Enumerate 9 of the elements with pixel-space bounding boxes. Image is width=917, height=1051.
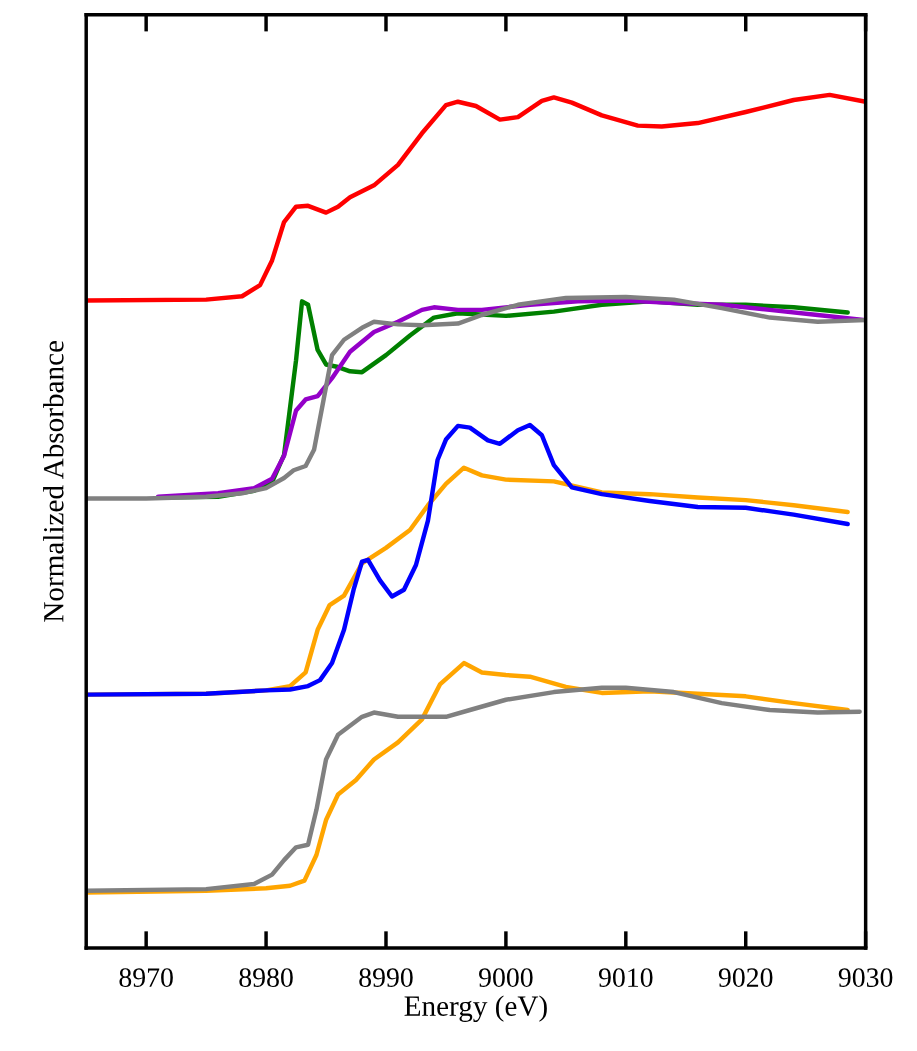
x-tick-label: 8980 (239, 968, 293, 987)
x-tick-label: 8970 (119, 968, 173, 987)
x-tick-label: 8990 (359, 968, 413, 987)
x-axis-title: Energy (eV) (404, 995, 547, 1022)
x-tick-label: 9030 (838, 968, 893, 987)
y-axis-title: Normalized Absorbance (43, 341, 64, 622)
x-tick-label: 9000 (479, 968, 533, 987)
x-tick-label: 9020 (718, 968, 773, 987)
x-tick-label: 9010 (598, 968, 653, 987)
